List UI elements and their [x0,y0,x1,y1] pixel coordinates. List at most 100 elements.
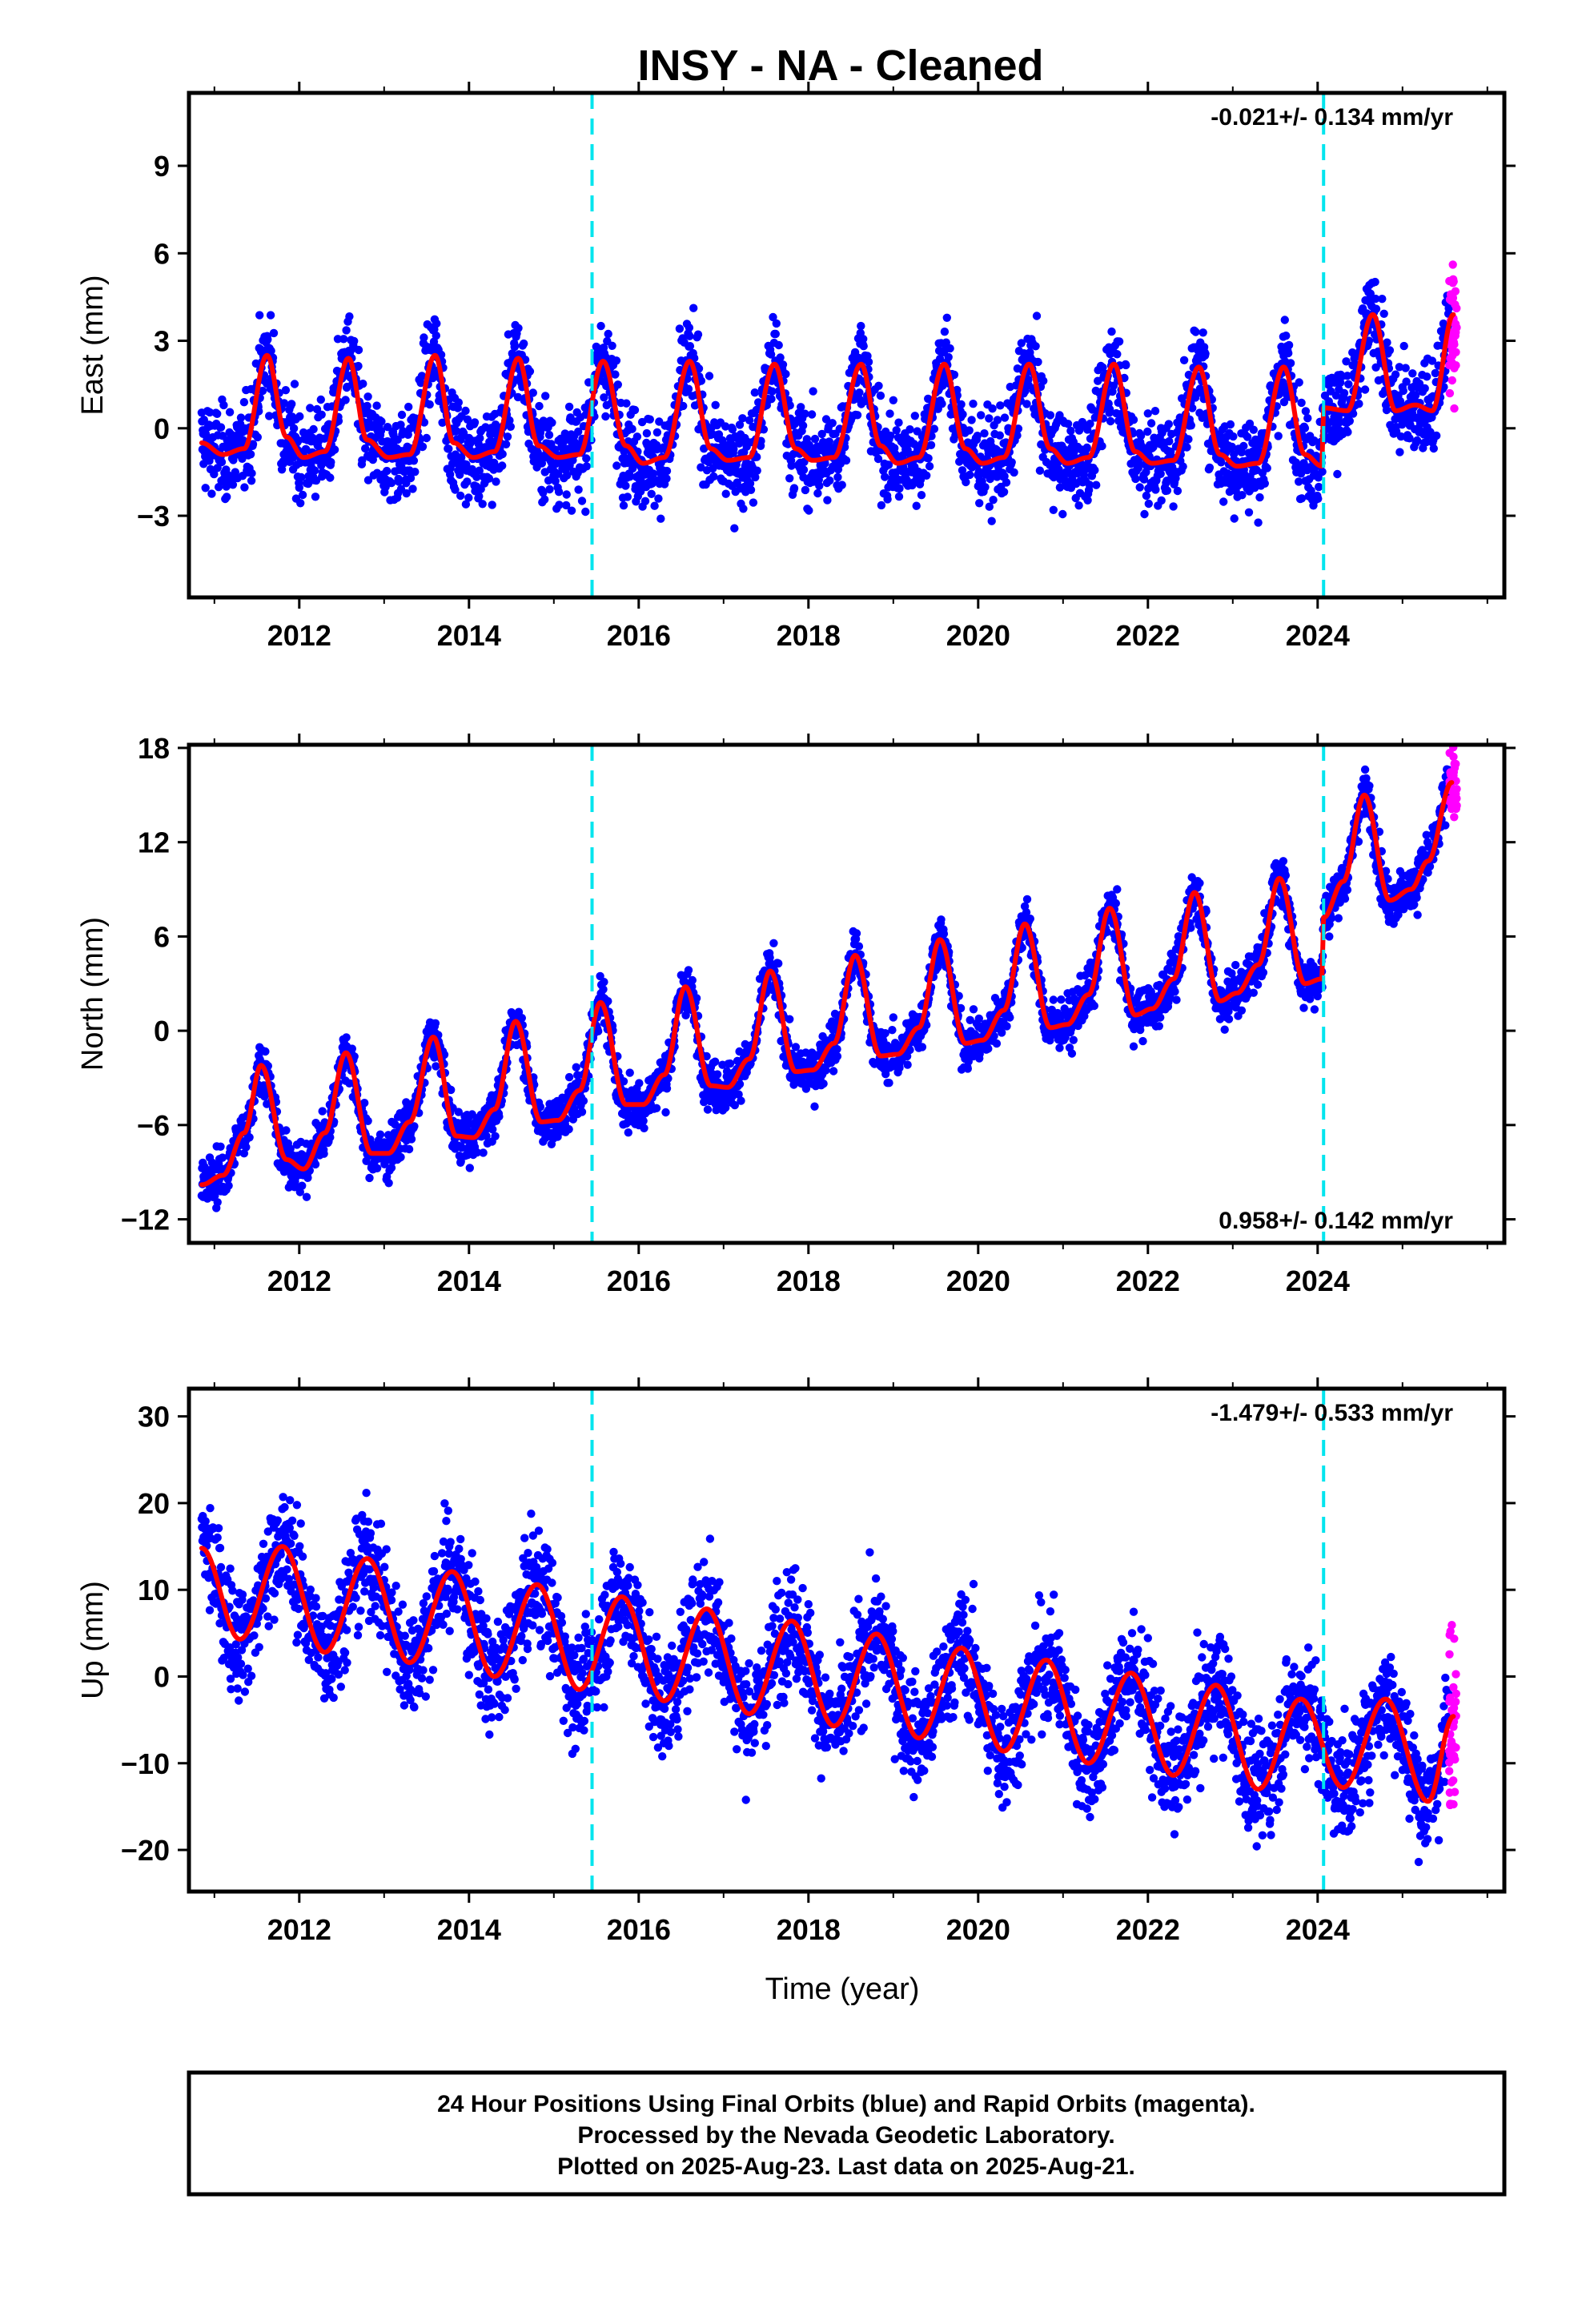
final-orbit-point [935,354,945,364]
final-orbit-point [1284,348,1293,358]
final-orbit-point [354,361,363,371]
final-orbit-point [1382,405,1391,415]
final-orbit-point [579,1096,588,1105]
final-orbit-point [350,336,359,346]
final-orbit-point [798,421,808,430]
final-orbit-point [1058,509,1067,519]
final-orbit-point [602,381,611,391]
final-orbit-point [431,1019,440,1028]
final-orbit-point [564,402,574,412]
final-orbit-point [228,480,238,489]
final-orbit-point [1085,480,1094,489]
final-orbit-point [567,506,576,515]
final-orbit-point [562,501,571,510]
final-orbit-point [253,432,262,442]
final-orbit-point [1017,339,1026,348]
final-orbit-point [376,426,386,436]
east-mmaxis-label: East (mm) [76,275,110,415]
final-orbit-point [926,440,936,449]
final-orbit-point [876,391,885,400]
final-orbit-point [965,426,974,435]
final-orbit-point [1299,459,1308,468]
final-orbit-point [213,1198,222,1207]
final-orbit-point [461,406,470,416]
final-orbit-point [225,408,235,416]
final-orbit-point [1191,328,1200,336]
final-orbit-point [216,1142,225,1152]
final-orbit-point [463,477,472,486]
final-orbit-point [1366,289,1375,298]
final-orbit-point [492,477,500,486]
final-orbit-point [623,493,632,501]
rapid-orbit-point [1451,300,1460,309]
final-orbit-point [295,483,303,493]
final-orbit-point [1399,341,1408,351]
final-orbit-point [1427,356,1437,365]
rate-annotation: -0.021+/- 0.134 mm/yr [1211,104,1453,131]
final-orbit-point [645,415,654,424]
final-orbit-point [728,424,737,434]
final-orbit-point [1263,464,1271,472]
final-orbit-point [377,417,386,426]
final-orbit-point [484,474,494,483]
final-orbit-point [884,460,893,469]
final-orbit-point [318,1107,327,1116]
final-orbit-point [347,1044,356,1053]
final-orbit-points [197,765,1453,1212]
final-orbit-point [495,1112,504,1121]
final-orbit-point [635,1079,644,1088]
final-orbit-point [295,1188,304,1196]
final-orbit-point [594,1027,603,1035]
final-orbit-point [1396,432,1406,441]
final-orbit-point [639,1116,648,1126]
final-orbit-point [454,398,463,407]
final-orbit-point [642,428,652,438]
final-orbit-point [406,473,416,483]
final-orbit-point [1297,398,1306,408]
final-orbit-point [554,488,564,497]
final-orbit-point [805,506,813,515]
final-orbit-point [255,311,264,320]
final-orbit-point [942,338,951,347]
final-orbit-point [817,429,826,439]
final-orbit-point [1318,467,1327,476]
final-orbit-point [1107,327,1116,336]
final-orbit-point [619,501,628,510]
rapid-orbit-point [1445,388,1455,398]
final-orbit-point [628,424,636,433]
final-orbit-point [753,452,761,461]
final-orbit-point [767,395,776,404]
final-orbit-point [608,341,616,350]
final-orbit-point [1105,404,1114,414]
final-orbit-point [581,507,590,517]
final-orbit-point [966,470,974,480]
final-orbit-point [342,326,351,335]
rapid-orbit-point [1451,320,1460,328]
final-orbit-point [1351,352,1360,361]
final-orbit-point [1106,416,1115,426]
final-orbit-point [1090,465,1099,475]
final-orbit-point [652,1104,661,1113]
final-orbit-point [894,492,904,501]
final-orbit-point [685,342,695,351]
final-orbit-point [886,431,895,440]
final-orbit-point [295,412,304,421]
final-orbit-point [873,454,883,464]
final-orbit-point [1098,363,1107,372]
final-orbit-point [396,1152,405,1162]
final-orbit-point [1031,342,1040,351]
final-orbit-point [655,417,664,426]
final-orbit-point [562,490,571,499]
final-orbit-point [311,493,320,501]
final-orbit-point [656,514,665,523]
final-orbit-point [1274,432,1283,440]
final-orbit-point [1162,486,1172,495]
final-orbit-point [199,416,208,424]
final-orbit-point [675,324,685,333]
final-orbit-point [809,387,817,396]
final-orbit-point [829,1067,838,1076]
final-orbit-point [461,500,471,509]
final-orbit-point [1219,497,1228,506]
final-orbit-point [751,472,760,482]
final-orbit-point [874,381,883,390]
